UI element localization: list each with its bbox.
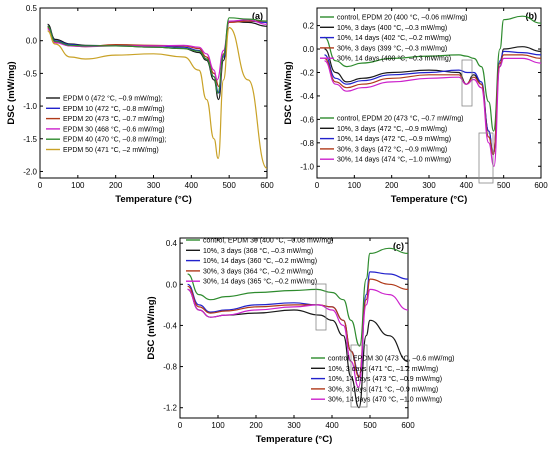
legend-entry: 30%, 3 days (399 °C, –0.3 mW/mg) <box>337 44 447 52</box>
y-tick-label: -0.8 <box>300 139 314 148</box>
legend-entry: 10%, 14 days (473 °C, –0.9 mW/mg) <box>328 375 442 383</box>
series-line <box>324 57 541 167</box>
panel-label: (c) <box>393 241 404 251</box>
legend-entry: 30%, 3 days (471 °C, –0.9 mW/mg) <box>328 385 438 393</box>
legend-entry: control, EPDM 20 (473 °C, –0.7 mW/mg) <box>337 115 464 123</box>
x-tick-label: 600 <box>260 181 274 190</box>
panel-a: 0 100 200 300 400 500 600 -2.0 -1.5 -1.0 -0.5 0.0 0.… <box>6 4 274 205</box>
legend-entry: control, EPDM 30 (400 °C, –0.08 mW/mg) <box>203 237 333 245</box>
legend-entry: 30%, 14 days (365 °C, –0.2 mW/mg) <box>203 278 317 286</box>
y-tick-label: 0.5 <box>26 4 38 13</box>
panel-label: (b) <box>526 11 538 21</box>
highlight-box <box>315 283 327 331</box>
x-tick-label: 500 <box>222 181 236 190</box>
y-axis-label: DSC (mW/mg) <box>283 61 294 124</box>
x-tick-label: 500 <box>363 421 377 430</box>
series-line <box>187 247 408 347</box>
x-axis-label: Temperature (°C) <box>115 194 191 205</box>
legend-entry: control, EPDM 30 (473 °C, –0.6 mW/mg) <box>328 355 455 363</box>
x-tick-label: 400 <box>460 181 474 190</box>
series-line <box>47 26 267 169</box>
legend-entry: 10%, 14 days (360 °C, –0.2 mW/mg) <box>203 257 317 265</box>
x-tick-label: 400 <box>325 421 339 430</box>
x-tick-label: 300 <box>287 421 301 430</box>
y-tick-label: 0.0 <box>303 45 315 54</box>
legend-entry: 30%, 3 days (364 °C, –0.2 mW/mg) <box>203 267 313 275</box>
y-tick-label: -0.4 <box>163 321 177 330</box>
legend-entry: EPDM 0 (472 °C, –0.9 mW/mg); <box>63 95 163 103</box>
series-line <box>187 278 408 378</box>
x-tick-label: 100 <box>211 421 225 430</box>
y-axis-label: DSC (mW/mg) <box>6 61 17 124</box>
x-tick-label: 0 <box>38 181 43 190</box>
series-line <box>324 54 541 156</box>
highlight-box <box>350 344 368 408</box>
highlight-box <box>478 132 494 184</box>
legend-entry: 10%, 14 days (472 °C, –0.9 mW/mg) <box>337 135 451 143</box>
legend-entry: 10%, 14 days (402 °C, –0.2 mW/mg) <box>337 34 451 42</box>
series-line <box>324 15 541 132</box>
y-tick-label: -1.5 <box>23 135 37 144</box>
legend-entry: 10%, 3 days (400 °C, –0.3 mW/mg) <box>337 24 447 32</box>
legend-entry: control, EPDM 20 (400 °C, –0.06 mW/mg) <box>337 14 467 22</box>
highlight-box <box>461 59 473 107</box>
series-line <box>187 288 408 388</box>
legend-entry: 30%, 14 days (470 °C, –1.0 mW/mg) <box>328 396 442 404</box>
legend-entry: 10%, 3 days (472 °C, –0.9 mW/mg) <box>337 125 447 133</box>
x-tick-label: 100 <box>348 181 362 190</box>
y-tick-label: -0.8 <box>163 363 177 372</box>
legend-entry: 30%, 14 days (400 °C, –0.3 mW/mg) <box>337 55 451 63</box>
legend-entry: 10%, 3 days (471 °C, –1.2 mW/mg) <box>328 365 438 373</box>
legend-entry: EPDM 20 (473 °C, –0.7 mW/mg) <box>63 115 165 123</box>
x-tick-label: 600 <box>534 181 548 190</box>
y-tick-label: -2.0 <box>23 167 37 176</box>
panel-label: (a) <box>252 11 263 21</box>
panel-b: 0 100 200 300 400 500 600 -1.0 -0.8 -0.6 -0.4 -0.2 0… <box>283 7 548 205</box>
y-tick-label: -0.6 <box>300 115 314 124</box>
y-tick-label: 0.0 <box>166 280 178 289</box>
x-axis-label: Temperature (°C) <box>256 434 332 445</box>
x-tick-label: 600 <box>401 421 415 430</box>
legend-entry: 30%, 14 days (474 °C, –1.0 mW/mg) <box>337 156 451 164</box>
x-tick-label: 300 <box>147 181 161 190</box>
series-line <box>47 17 267 94</box>
y-tick-label: -0.4 <box>300 92 314 101</box>
series-line <box>324 50 541 156</box>
y-axis-label: DSC (mW/mg) <box>146 296 157 359</box>
x-axis-label: Temperature (°C) <box>391 194 467 205</box>
x-tick-label: 100 <box>71 181 85 190</box>
x-tick-label: 0 <box>178 421 183 430</box>
y-tick-label: 0.2 <box>303 22 315 31</box>
x-tick-label: 200 <box>109 181 123 190</box>
x-tick-label: 400 <box>185 181 199 190</box>
x-tick-label: 300 <box>422 181 436 190</box>
legend-entry: EPDM 30 (468 °C, –0.6 mW/mg) <box>63 125 165 133</box>
panel-c: 0 100 200 300 400 500 600 -1.2 -0.8 -0.4 0.0 0.4 Tem… <box>146 237 455 446</box>
y-tick-label: 0.0 <box>26 37 38 46</box>
legend-entry: EPDM 10 (472 °C, –0.8 mW/mg) <box>63 105 165 113</box>
y-tick-label: 0.4 <box>166 239 178 248</box>
y-tick-label: -1.0 <box>300 162 314 171</box>
legend-entry: 10%, 3 days (368 °C, –0.3 mW/mg) <box>203 247 313 255</box>
x-tick-label: 0 <box>315 181 320 190</box>
legend-entry: 30%, 3 days (472 °C, –0.9 mW/mg) <box>337 145 447 153</box>
x-tick-label: 200 <box>385 181 399 190</box>
y-tick-label: -1.0 <box>23 102 37 111</box>
legend-entry: EPDM 40 (470 °C, –0.8 mW/mg); <box>63 136 167 144</box>
legend-entry: EPDM 50 (471 °C, –2 mW/mg) <box>63 146 159 154</box>
y-tick-label: -0.2 <box>300 68 314 77</box>
x-tick-label: 500 <box>497 181 511 190</box>
y-tick-label: -1.2 <box>163 404 177 413</box>
x-tick-label: 200 <box>249 421 263 430</box>
y-tick-label: -0.5 <box>23 69 37 78</box>
